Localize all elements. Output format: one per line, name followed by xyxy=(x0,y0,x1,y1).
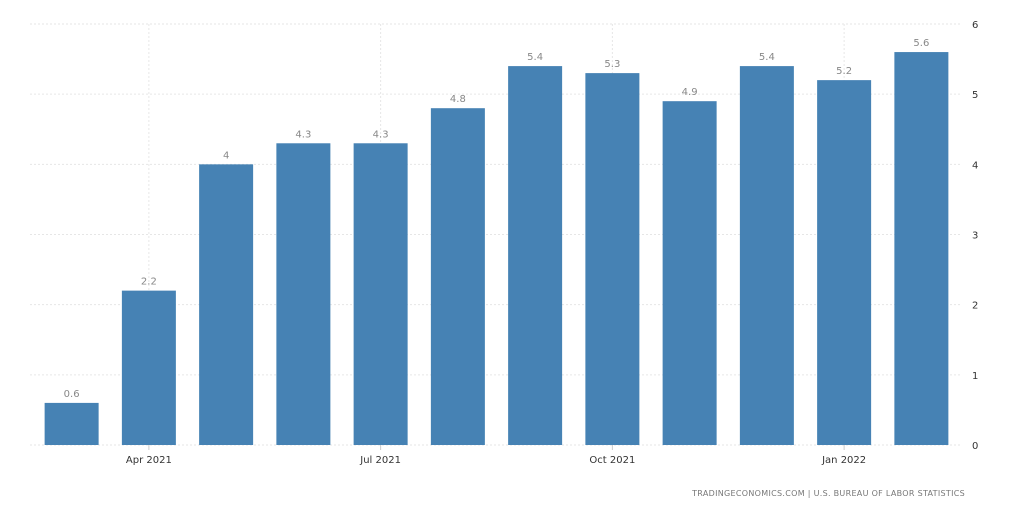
data-label: 4.3 xyxy=(373,129,389,140)
bar xyxy=(199,164,254,446)
bars xyxy=(44,52,949,446)
data-label: 5.6 xyxy=(913,38,929,49)
x-tick-label: Jan 2022 xyxy=(821,455,866,466)
data-label: 4 xyxy=(223,150,229,161)
bar xyxy=(894,52,949,446)
bar xyxy=(662,101,717,445)
data-label: 2.2 xyxy=(141,277,157,288)
y-tick-label: 1 xyxy=(972,371,978,382)
y-tick-label: 0 xyxy=(972,441,978,452)
bar xyxy=(817,80,872,445)
x-tick-label: Jul 2021 xyxy=(359,455,401,466)
y-tick-label: 6 xyxy=(972,20,978,31)
bar xyxy=(121,290,176,445)
data-label: 5.2 xyxy=(836,66,852,77)
bar xyxy=(353,143,408,446)
x-tick-label: Apr 2021 xyxy=(126,455,172,466)
data-label: 5.4 xyxy=(759,52,775,63)
data-label: 4.3 xyxy=(295,129,311,140)
bar xyxy=(276,143,331,446)
x-tick-label: Oct 2021 xyxy=(589,455,635,466)
source-credit: TRADINGECONOMICS.COM | U.S. BUREAU OF LA… xyxy=(691,489,965,498)
grid xyxy=(30,23,960,446)
data-label: 4.9 xyxy=(682,87,698,98)
data-label: 4.8 xyxy=(450,94,466,105)
data-labels: 0.6 2.2 4 4.3 4.3 4.8 5.4 5.3 4.9 5.4 5.2 5.6 xyxy=(64,38,930,400)
y-axis: 0 1 2 3 4 5 6 xyxy=(972,20,978,452)
bar xyxy=(585,73,640,445)
x-axis: Apr 2021 Jul 2021 Oct 2021 Jan 2022 xyxy=(126,445,866,466)
bar xyxy=(44,402,99,445)
data-label: 0.6 xyxy=(64,389,80,400)
bar xyxy=(430,108,485,445)
y-tick-label: 2 xyxy=(972,301,978,312)
y-tick-label: 4 xyxy=(972,160,978,171)
data-label: 5.4 xyxy=(527,52,543,63)
bar xyxy=(739,66,794,445)
data-label: 5.3 xyxy=(604,59,620,70)
y-tick-label: 5 xyxy=(972,90,978,101)
bar xyxy=(508,66,563,445)
y-tick-label: 3 xyxy=(972,231,978,242)
